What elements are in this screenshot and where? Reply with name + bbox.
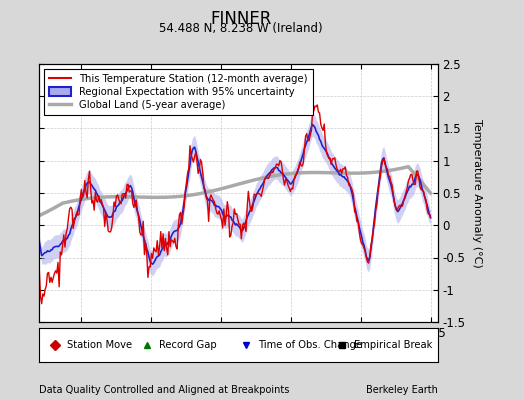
Legend: This Temperature Station (12-month average), Regional Expectation with 95% uncer: This Temperature Station (12-month avera… <box>45 69 313 115</box>
Text: Data Quality Controlled and Aligned at Breakpoints: Data Quality Controlled and Aligned at B… <box>39 385 290 395</box>
Text: 54.488 N, 8.238 W (Ireland): 54.488 N, 8.238 W (Ireland) <box>159 22 323 35</box>
Text: FINNER: FINNER <box>210 10 272 28</box>
Y-axis label: Temperature Anomaly (°C): Temperature Anomaly (°C) <box>472 119 483 267</box>
Text: Record Gap: Record Gap <box>159 340 216 350</box>
Text: Empirical Break: Empirical Break <box>354 340 432 350</box>
Text: Time of Obs. Change: Time of Obs. Change <box>258 340 363 350</box>
Text: Station Move: Station Move <box>67 340 132 350</box>
Text: Berkeley Earth: Berkeley Earth <box>366 385 438 395</box>
